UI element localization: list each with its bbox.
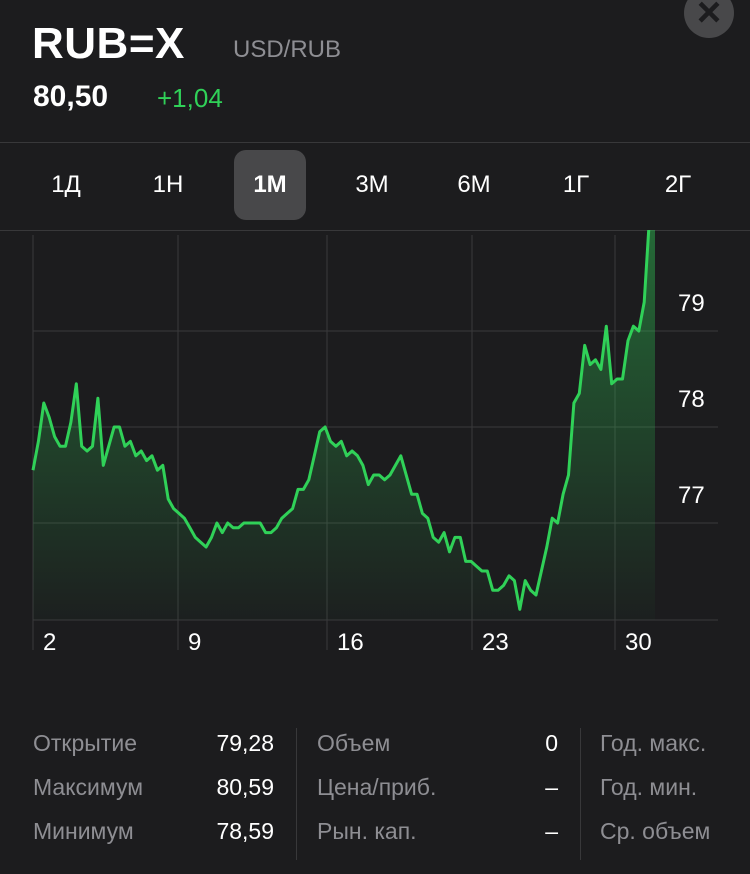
- x-tick-label: 16: [337, 629, 364, 656]
- y-tick-label: 78: [678, 386, 705, 413]
- header-divider: [0, 142, 750, 143]
- y-tick-label: 79: [678, 290, 705, 317]
- tab-2y[interactable]: 2Г: [664, 171, 692, 198]
- tab-1y[interactable]: 1Г: [562, 171, 590, 198]
- stat-label-mkt-cap: Рын. кап.: [317, 818, 417, 844]
- price-area: [33, 230, 655, 620]
- current-price: 80,50: [33, 80, 109, 113]
- stat-value-open: 79,28: [216, 730, 274, 756]
- stat-label-52w-low: Год. мин.: [600, 774, 698, 800]
- ticker-symbol: RUB=X: [32, 19, 185, 68]
- stat-label-open: Открытие: [33, 730, 137, 756]
- stat-label-52w-high: Год. макс.: [600, 730, 707, 756]
- stat-value-high: 80,59: [216, 774, 274, 800]
- stat-label-volume: Объем: [317, 730, 391, 756]
- stat-label-pe: Цена/приб.: [317, 774, 437, 800]
- x-tick-label: 23: [482, 629, 509, 656]
- stat-value-low: 78,59: [216, 818, 274, 844]
- x-tick-label: 30: [625, 629, 652, 656]
- y-tick-label: 77: [678, 482, 705, 509]
- tab-3m[interactable]: 3М: [355, 171, 389, 198]
- chart-top-divider: [0, 230, 750, 231]
- price-line: [31, 230, 651, 611]
- stat-value-pe: –: [545, 774, 558, 800]
- stat-label-avg-volume: Ср. объем: [600, 818, 711, 844]
- stat-value-mkt-cap: –: [545, 818, 558, 844]
- tab-1m[interactable]: 1М: [234, 150, 306, 220]
- stat-label-high: Максимум: [33, 774, 144, 800]
- currency-pair: USD/RUB: [233, 36, 342, 63]
- tab-6m[interactable]: 6М: [457, 171, 491, 198]
- x-axis-labels: 2 9 16 23 30: [43, 629, 652, 656]
- price-change: +1,04: [157, 83, 223, 113]
- stats-separator: [580, 728, 581, 860]
- stats-separator: [296, 728, 297, 860]
- x-tick-label: 9: [188, 629, 201, 656]
- tab-1d[interactable]: 1Д: [51, 171, 81, 198]
- quote-header: RUB=X USD/RUB 80,50 +1,04 ×: [0, 0, 750, 142]
- stat-value-volume: 0: [545, 730, 558, 756]
- stats-panel: Открытие 79,28 Максимум 80,59 Минимум 78…: [0, 720, 750, 860]
- stat-label-low: Минимум: [33, 818, 134, 844]
- range-tabs: 1Д 1Н 1М 3М 6М 1Г 2Г: [0, 150, 750, 222]
- close-icon[interactable]: ×: [684, 0, 734, 38]
- x-tick-label: 2: [43, 629, 56, 656]
- tab-1w[interactable]: 1Н: [152, 171, 184, 198]
- y-axis-labels: 81797877: [678, 290, 705, 509]
